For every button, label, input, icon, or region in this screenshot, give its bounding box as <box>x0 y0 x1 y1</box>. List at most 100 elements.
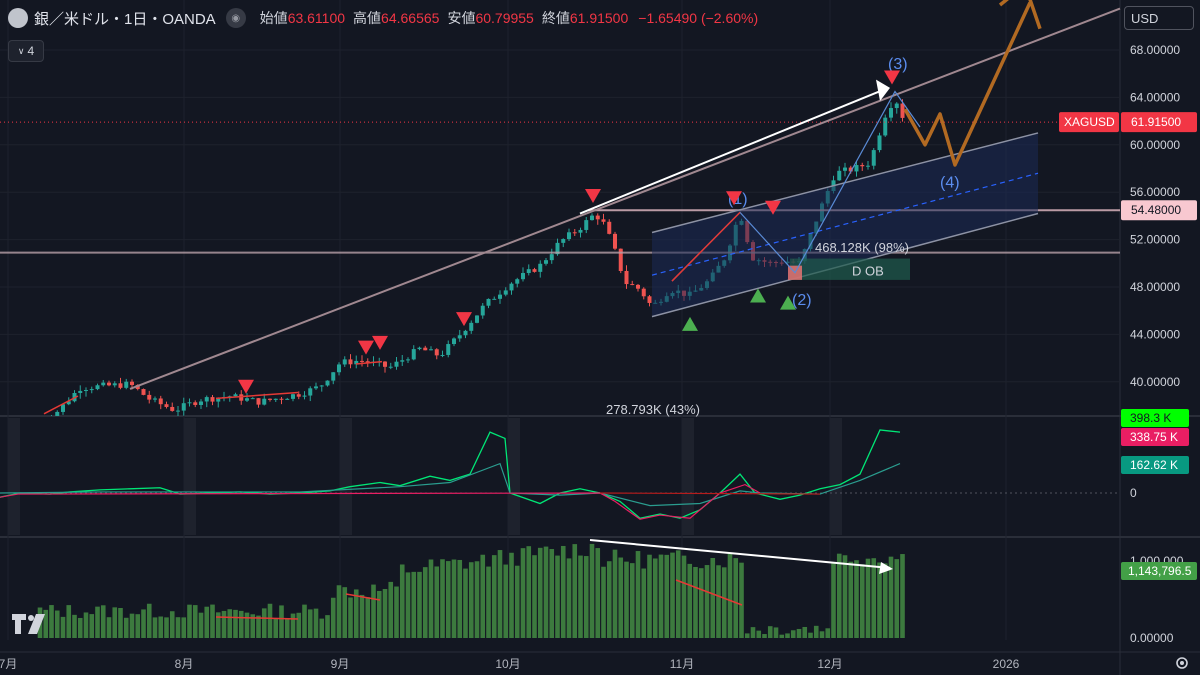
price-tick-label: 64.00000 <box>1130 90 1180 104</box>
candle-body <box>107 382 111 386</box>
candle-body <box>601 219 606 222</box>
candle-body <box>595 215 600 220</box>
visibility-eye-icon[interactable]: ◉ <box>225 8 246 28</box>
arrow-head <box>876 79 890 101</box>
volume-bar <box>146 603 152 638</box>
volume-bar <box>325 615 330 638</box>
oscillator-negative-line <box>0 483 761 520</box>
volume-bar <box>123 617 129 638</box>
volume-bar <box>313 608 319 638</box>
settings-gear-icon[interactable] <box>1174 655 1190 671</box>
volume-bar <box>60 616 66 638</box>
candle-body <box>457 335 462 339</box>
price-annotations: 468.128K (98%)D OB(1)(2)(3)(4)XAGUSD 61.9… <box>0 0 1197 417</box>
volume-bar <box>566 558 572 638</box>
low-label: 安値 <box>447 10 476 26</box>
candle-body <box>204 397 209 402</box>
symbol-title[interactable]: 銀／米ドル・1日・OANDA <box>34 10 216 28</box>
candle-body <box>624 270 629 285</box>
candle-body <box>325 380 330 386</box>
candle-body <box>503 290 508 295</box>
buy-signal-triangle <box>780 295 796 310</box>
candle-body <box>618 248 623 271</box>
volume-bar <box>647 554 652 638</box>
candle-body <box>584 220 589 230</box>
candle-body <box>153 398 157 400</box>
volume-bar <box>572 544 578 638</box>
currency-selector[interactable]: USD <box>1124 6 1194 30</box>
candle-body <box>383 361 387 367</box>
ob-volume-label: 468.128K (98%) <box>815 240 909 255</box>
candle-body <box>101 382 106 386</box>
volume-bar <box>440 559 445 638</box>
volume-bar <box>877 562 882 638</box>
indicators-toggle[interactable]: ∨ 4 <box>8 40 44 62</box>
volume-bar <box>859 564 865 638</box>
candle-body <box>498 294 502 299</box>
candle-body <box>544 260 548 264</box>
volume-red-trendline <box>345 593 381 601</box>
volume-bar <box>894 559 900 638</box>
volume-bar <box>273 618 279 638</box>
candle-body <box>262 398 267 405</box>
volume-bar <box>848 561 854 638</box>
volume-bar <box>417 571 422 638</box>
volume-bar <box>658 554 664 638</box>
candle-body <box>446 344 451 355</box>
red-trendline <box>43 395 79 415</box>
candle-body <box>285 398 290 400</box>
silver-symbol-icon <box>8 8 28 28</box>
volume-bar <box>716 565 721 638</box>
price-tick-label: 48.00000 <box>1130 280 1180 294</box>
volume-bar <box>583 556 589 638</box>
candle-body <box>89 389 94 391</box>
volume-bar <box>290 613 296 638</box>
candle-body <box>463 330 468 336</box>
volume-bar <box>813 625 819 638</box>
volume-bar <box>468 562 474 638</box>
channel-mid-line <box>651 172 1039 276</box>
volume-bar <box>618 557 624 638</box>
candle-body <box>388 366 393 368</box>
volume-bar <box>796 628 802 638</box>
volume-bar <box>187 604 192 638</box>
price-tag-bg <box>1121 200 1197 221</box>
volume-bar <box>767 626 773 638</box>
volume-bar <box>233 609 238 638</box>
volume-bar <box>221 610 227 638</box>
volume-bar <box>532 555 537 638</box>
volume-bar <box>629 563 635 638</box>
volume-bar <box>785 633 790 638</box>
volume-bar <box>169 611 175 638</box>
volume-bar <box>463 568 468 638</box>
volume-bar <box>589 543 595 638</box>
volume-bar <box>307 609 313 638</box>
candle-body <box>578 229 583 233</box>
volume-bar <box>606 561 612 638</box>
oscillator-tick: 0 <box>1130 486 1137 500</box>
candle-body <box>245 398 249 401</box>
close-value: 61.91500 <box>569 10 629 26</box>
volume-bar <box>549 549 555 638</box>
sell-signal-triangle <box>372 335 388 350</box>
candle-body <box>561 239 566 243</box>
volume-bar <box>560 545 566 638</box>
candle-body <box>337 364 341 373</box>
volume-divergence-arrow <box>589 539 891 569</box>
volume-bar <box>773 627 779 638</box>
volume-bar <box>175 617 181 638</box>
order-block <box>790 258 910 280</box>
candle-body <box>871 150 876 166</box>
candle-body <box>342 359 347 365</box>
volume-bar <box>652 558 658 638</box>
volume-bar <box>428 559 434 638</box>
volume-bar <box>250 614 256 638</box>
volume-bar <box>77 617 83 638</box>
volume-bar <box>152 617 158 638</box>
volume-bar <box>779 634 785 638</box>
oscillator-tag-bg <box>1121 409 1189 427</box>
oscillator-session-band <box>830 418 842 535</box>
volume-bar <box>790 630 796 638</box>
volume-bar <box>704 565 710 638</box>
